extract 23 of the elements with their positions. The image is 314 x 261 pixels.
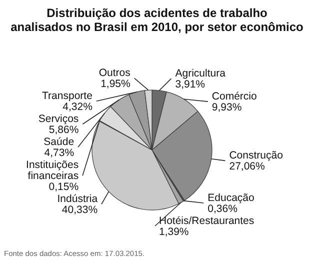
slice-label: Construção (229, 150, 284, 162)
chart-title: Distribuição dos acidentes de trabalho analisados no Brasil em 2010, por setor econômico (10, 6, 304, 34)
data-label: 9,93% (212, 102, 242, 114)
data-label: 27,06% (229, 160, 265, 173)
slice-label: Instituições financeiras (26, 159, 79, 182)
slice-label: Indústria (57, 193, 98, 206)
data-label: 1,95% (100, 78, 130, 90)
slice-label: Hotéis/Restaurantes (159, 215, 254, 227)
data-label: 4,73% (44, 147, 74, 160)
slice-label: Comércio (212, 90, 258, 103)
data-label: 40,33% (62, 204, 98, 216)
slice-label: Educação (208, 192, 255, 204)
data-label: 4,32% (62, 101, 92, 114)
data-label: 0,15% (48, 181, 79, 194)
slice-label: Saúde (44, 136, 74, 148)
data-label: 5,86% (48, 124, 79, 136)
data-label: 0,36% (208, 203, 238, 215)
slice-label: Transporte (42, 90, 93, 102)
slice-label: Serviços (38, 113, 79, 126)
slice-label: Agricultura (175, 68, 226, 80)
data-label: 1,39% (159, 226, 189, 238)
data-label: 3,91% (175, 78, 206, 91)
slice-label: Outros (98, 67, 130, 80)
